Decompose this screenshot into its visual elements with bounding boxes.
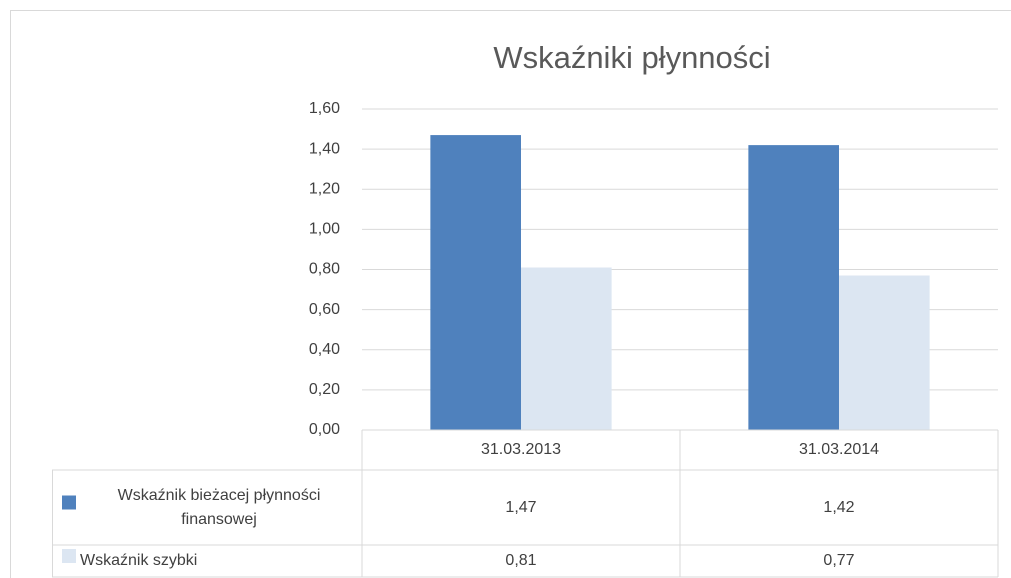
table-value: 1,42 <box>823 498 855 516</box>
legend-label: Wskaźnik bieżacej płynności finansowej <box>117 486 321 528</box>
table-value: 0,81 <box>505 552 537 569</box>
legend-key <box>62 495 76 510</box>
table-value: 0,77 <box>823 552 855 569</box>
y-tick-label: 0,40 <box>309 341 340 358</box>
chart-border <box>10 10 1011 578</box>
chart-title: Wskaźniki płynności <box>493 40 770 75</box>
category-label: 31.03.2014 <box>798 441 880 458</box>
bar <box>521 267 612 430</box>
bar <box>748 145 839 431</box>
legend-key <box>62 549 76 563</box>
table-value: 1,47 <box>505 498 537 516</box>
category-label: 31.03.2013 <box>480 441 562 458</box>
y-tick-label: 0,80 <box>309 261 340 278</box>
y-tick-label: 1,40 <box>309 140 340 157</box>
y-tick-label: 0,00 <box>309 421 340 438</box>
legend-label: Wskaźnik szybki <box>80 552 198 569</box>
bar <box>839 275 930 430</box>
bar <box>430 135 521 431</box>
y-tick-label: 0,60 <box>309 301 340 318</box>
y-tick-label: 0,20 <box>309 381 340 398</box>
y-tick-label: 1,00 <box>309 221 340 238</box>
y-tick-label: 1,20 <box>309 180 340 197</box>
y-tick-label: 1,60 <box>309 100 340 117</box>
